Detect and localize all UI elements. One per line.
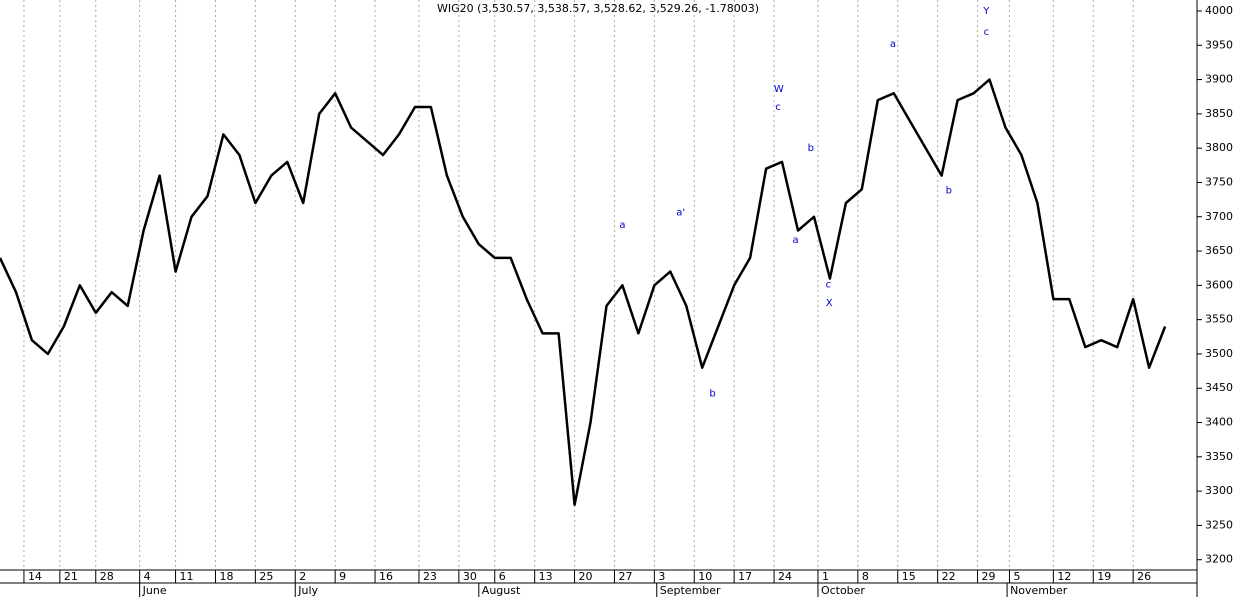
- wave-label: a: [619, 220, 625, 231]
- y-tick-label: 3550: [1205, 313, 1233, 326]
- x-tick-label: 23: [423, 570, 437, 583]
- y-tick-label: 3750: [1205, 175, 1233, 188]
- wave-label: W: [774, 84, 784, 95]
- x-tick-label: 9: [339, 570, 346, 583]
- x-tick-label: 13: [539, 570, 553, 583]
- x-tick-label: 1: [822, 570, 829, 583]
- month-label: June: [142, 584, 167, 597]
- x-tick-label: 4: [144, 570, 151, 583]
- wave-label: a': [676, 208, 685, 219]
- x-tick-label: 20: [579, 570, 593, 583]
- x-tick-label: 6: [499, 570, 506, 583]
- wave-label: b: [946, 186, 952, 197]
- x-tick-label: 27: [618, 570, 632, 583]
- wave-label: c: [775, 102, 781, 113]
- month-label: November: [1010, 584, 1068, 597]
- x-tick-label: 17: [738, 570, 752, 583]
- y-tick-label: 3850: [1205, 107, 1233, 120]
- y-tick-label: 3350: [1205, 450, 1233, 463]
- x-tick-label: 18: [219, 570, 233, 583]
- x-tick-label: 30: [463, 570, 477, 583]
- x-tick-label: 24: [778, 570, 792, 583]
- y-tick-label: 3200: [1205, 553, 1233, 566]
- wave-label: b: [808, 143, 814, 154]
- x-tick-label: 25: [259, 570, 273, 583]
- y-tick-label: 3700: [1205, 210, 1233, 223]
- x-tick-label: 2: [299, 570, 306, 583]
- y-tick-label: 4000: [1205, 4, 1233, 17]
- x-tick-label: 11: [180, 570, 194, 583]
- x-tick-label: 16: [379, 570, 393, 583]
- x-tick-label: 29: [982, 570, 996, 583]
- month-label: September: [660, 584, 721, 597]
- x-tick-label: 28: [100, 570, 114, 583]
- x-tick-label: 14: [28, 570, 42, 583]
- wave-label: b: [709, 389, 715, 400]
- y-tick-label: 3600: [1205, 278, 1233, 291]
- y-tick-label: 3950: [1205, 38, 1233, 51]
- y-tick-label: 3800: [1205, 141, 1233, 154]
- month-label: July: [297, 584, 318, 597]
- y-tick-label: 3450: [1205, 381, 1233, 394]
- y-tick-label: 3900: [1205, 73, 1233, 86]
- x-tick-label: 10: [698, 570, 712, 583]
- chart-title: WIG20 (3,530.57, 3,538.57, 3,528.62, 3,5…: [437, 2, 759, 15]
- x-tick-label: 15: [902, 570, 916, 583]
- wave-label: X: [826, 298, 833, 309]
- x-tick-label: 3: [658, 570, 665, 583]
- wave-label: a: [793, 235, 799, 246]
- x-tick-label: 22: [942, 570, 956, 583]
- x-tick-label: 26: [1137, 570, 1151, 583]
- y-tick-label: 3400: [1205, 416, 1233, 429]
- price-line: [0, 78, 1167, 507]
- x-tick-label: 19: [1097, 570, 1111, 583]
- y-tick-label: 3300: [1205, 484, 1233, 497]
- x-tick-label: 12: [1057, 570, 1071, 583]
- x-tick-label: 8: [862, 570, 869, 583]
- y-tick-label: 3500: [1205, 347, 1233, 360]
- y-tick-label: 3250: [1205, 518, 1233, 531]
- wave-label: Y: [982, 6, 990, 17]
- wave-label: a: [890, 39, 896, 50]
- wave-label: c: [826, 280, 832, 291]
- wave-label: c: [984, 27, 990, 38]
- month-label: October: [821, 584, 865, 597]
- month-label: August: [482, 584, 521, 597]
- x-tick-label: 21: [64, 570, 78, 583]
- x-tick-label: 5: [1013, 570, 1020, 583]
- y-tick-label: 3650: [1205, 244, 1233, 257]
